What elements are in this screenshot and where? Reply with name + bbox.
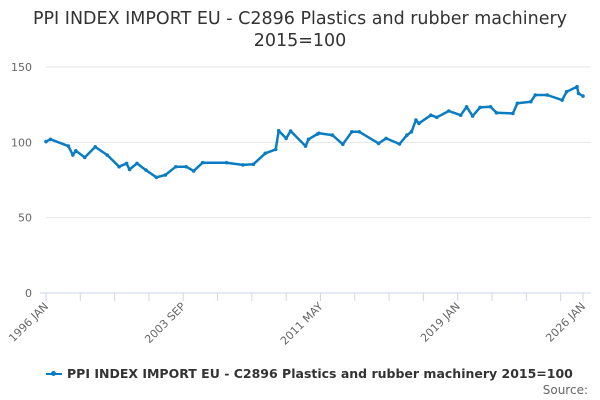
data-point xyxy=(105,153,109,157)
x-tick-label: 2026 JAN xyxy=(543,300,588,345)
data-point xyxy=(384,136,388,141)
y-tick-label: 150 xyxy=(11,61,32,74)
data-point xyxy=(93,145,98,149)
data-point xyxy=(576,91,581,96)
data-point xyxy=(417,121,421,126)
data-point xyxy=(488,104,493,109)
legend-label: PPI INDEX IMPORT EU - C2896 Plastics and… xyxy=(67,366,573,381)
data-point xyxy=(397,142,402,146)
data-point xyxy=(446,109,451,113)
data-point xyxy=(470,114,475,118)
data-point xyxy=(405,133,409,137)
chart-title: PPI INDEX IMPORT EU - C2896 Plastics and… xyxy=(32,9,568,51)
data-point xyxy=(263,151,268,156)
data-point xyxy=(191,169,196,173)
data-point xyxy=(241,163,245,167)
source-label: Source: xyxy=(542,383,588,397)
data-point xyxy=(478,105,482,110)
data-point xyxy=(435,115,439,120)
data-point xyxy=(458,113,463,118)
data-point xyxy=(357,129,362,134)
data-point xyxy=(144,168,148,172)
data-point xyxy=(545,93,549,97)
data-point xyxy=(560,98,564,102)
y-tick-label: 100 xyxy=(11,136,32,149)
data-point xyxy=(564,89,569,94)
data-point xyxy=(511,111,515,116)
data-point xyxy=(528,99,533,104)
data-point xyxy=(515,101,520,106)
y-tick-label: 0 xyxy=(25,287,32,300)
data-point xyxy=(71,153,75,157)
data-point xyxy=(154,175,159,180)
data-point xyxy=(224,160,229,165)
data-point xyxy=(273,147,278,152)
data-point xyxy=(376,141,381,146)
data-point xyxy=(82,155,87,160)
data-point xyxy=(44,139,48,144)
x-tick-label: 2019 JAN xyxy=(418,300,463,345)
data-point xyxy=(251,162,256,167)
data-point xyxy=(317,131,321,136)
data-point xyxy=(533,93,538,97)
data-point xyxy=(135,161,139,166)
data-point xyxy=(414,118,418,122)
data-point xyxy=(117,164,121,169)
data-point xyxy=(74,148,78,153)
x-tick-label: 2011 MAY xyxy=(278,300,326,348)
data-point xyxy=(184,164,189,169)
data-point xyxy=(341,142,345,147)
legend-line-marker-icon xyxy=(46,370,62,376)
x-tick-label: 1996 JAN xyxy=(6,300,51,345)
data-point xyxy=(581,94,585,98)
data-point xyxy=(494,111,499,115)
data-point xyxy=(429,113,433,118)
data-point xyxy=(409,129,414,134)
data-point xyxy=(349,129,354,134)
data-point xyxy=(288,129,293,133)
data-point xyxy=(303,144,308,148)
data-point xyxy=(330,133,335,137)
data-point xyxy=(464,104,469,109)
y-tick-label: 50 xyxy=(18,212,32,225)
data-point xyxy=(66,144,71,148)
data-point xyxy=(200,160,205,165)
data-point xyxy=(284,136,288,141)
data-point xyxy=(124,161,129,166)
data-point xyxy=(48,137,53,142)
legend-item[interactable]: PPI INDEX IMPORT EU - C2896 Plastics and… xyxy=(46,366,573,381)
data-point xyxy=(276,128,281,133)
data-point xyxy=(173,164,178,169)
data-point xyxy=(575,84,579,89)
x-tick-label: 2003 SEP xyxy=(142,300,188,346)
data-point xyxy=(163,173,168,177)
data-point xyxy=(127,167,132,172)
data-point xyxy=(306,137,311,142)
